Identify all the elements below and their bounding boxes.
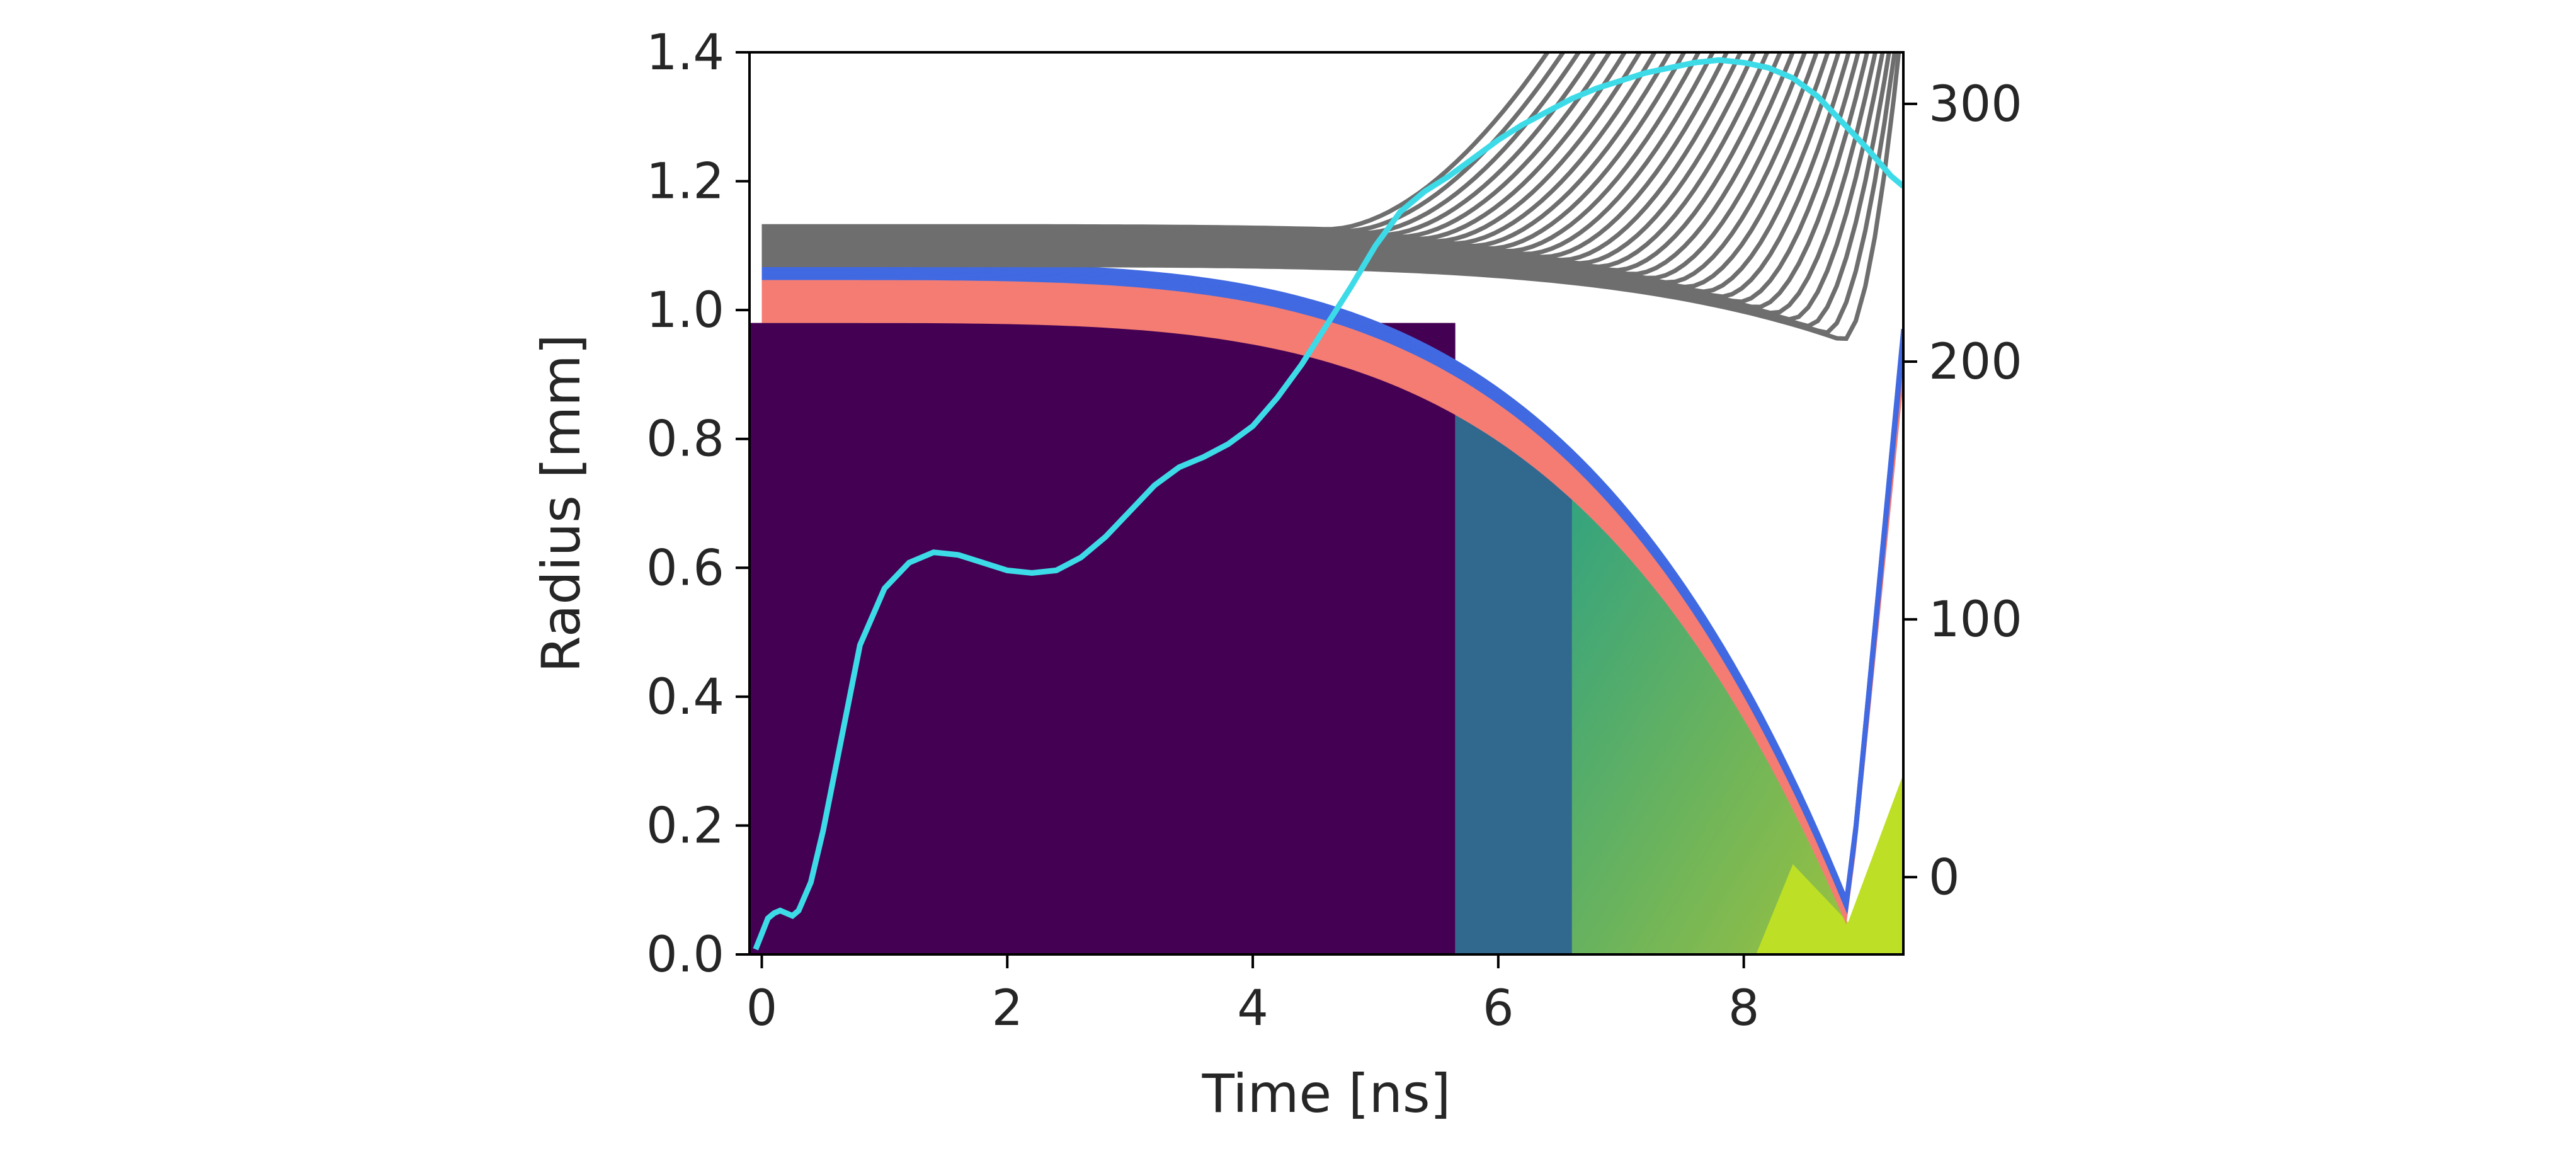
y-axis-ticks: 0.0 0.2 0.4 0.6 0.8 1.0 1.2 1.4 [646,25,749,983]
x-tick-label: 6 [1483,980,1514,1037]
fuel-hot-region [1571,500,1849,954]
y-axis-label: Radius [mm] [530,334,592,673]
outer-shell-line [761,52,1612,239]
y-tick-label: 0.4 [646,669,724,726]
plot-frame [748,51,1905,956]
y2-tick-label: 300 [1929,76,2022,133]
outer-shell-line [761,52,1757,266]
y-tick-label: 0.6 [646,540,724,597]
y2-axis-ticks: 0 100 200 300 [1903,76,2022,906]
outer-shell-line [761,52,1582,236]
y-tick-label: 1.2 [646,154,724,210]
fuel-background-region [749,323,1456,954]
series-current-line [753,57,1903,951]
fuel-stagnation-region [1756,774,1903,954]
outer-shell-line [761,52,1627,242]
outer-shell-lines [761,52,1901,341]
y-tick-label: 1.4 [646,25,724,81]
x-tick-label: 8 [1728,980,1760,1037]
x-tick-label: 4 [1237,980,1268,1037]
x-tick-label: 0 [746,980,778,1037]
plot-area [749,52,1903,954]
x-axis-label: Time [ns] [1202,1063,1451,1125]
outer-shell-line [761,52,1597,238]
x-tick-label: 2 [991,980,1023,1037]
y2-tick-label: 0 [1929,849,1960,906]
outer-shell-line [761,52,1551,232]
y-tick-label: 1.0 [646,282,724,339]
x-axis-ticks: 0 2 4 6 8 [746,954,1760,1037]
y-tick-label: 0.2 [646,798,724,854]
y-tick-label: 0.0 [646,927,724,983]
y2-tick-label: 200 [1929,334,2022,391]
y2-tick-label: 100 [1929,592,2022,648]
y-tick-label: 0.8 [646,411,724,468]
liner-band [761,278,1903,925]
outer-shell-line [761,52,1566,234]
